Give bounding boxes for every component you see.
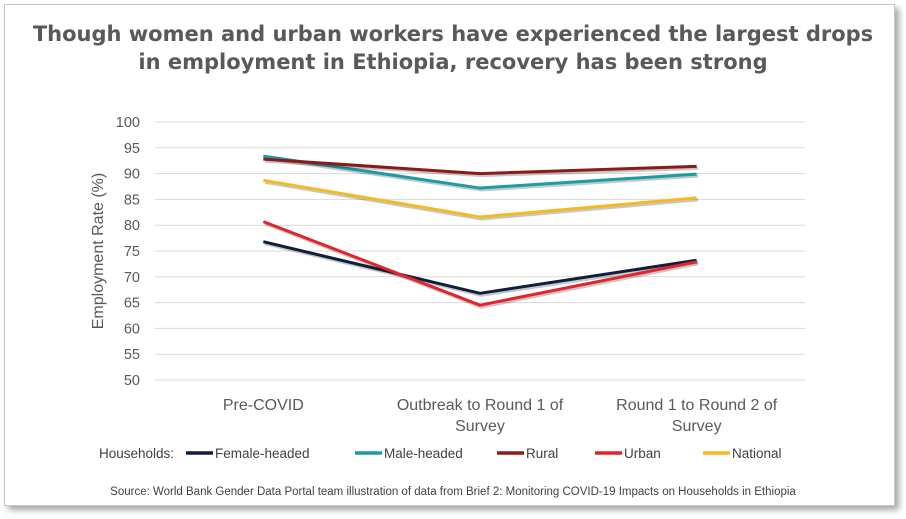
x-tick-labels: Pre-COVID Outbreak to Round 1 of Survey Rou… [223, 397, 778, 435]
x-tick-label: Pre-COVID [223, 397, 304, 414]
y-tick-label: 75 [124, 244, 140, 260]
y-tick-label: 100 [116, 115, 140, 131]
series-line-shadow [264, 242, 699, 297]
y-tick-label: 60 [124, 321, 140, 337]
x-tick-label: Round 1 to Round 2 of Survey [616, 397, 778, 435]
series-line-national [263, 178, 697, 219]
legend-label: Rural [526, 446, 558, 461]
y-tick-label: 80 [124, 218, 140, 234]
series-line-rural [263, 157, 697, 176]
chart-frame [4, 4, 895, 506]
gridlines [155, 121, 805, 381]
y-tick-labels: 50 55 60 65 70 75 80 85 90 95 100 [116, 115, 140, 389]
series-line-male-headed [263, 154, 697, 190]
legend-label: Female-headed [215, 446, 310, 461]
y-tick-label: 85 [124, 192, 140, 208]
y-tick-label: 95 [124, 141, 140, 157]
y-tick-label: 65 [124, 296, 140, 312]
legend: Households: Female-headed Male-headed Rural… [99, 446, 782, 461]
legend-label: National [732, 446, 782, 461]
series-line-shadow [264, 159, 699, 178]
x-tick-label: Outbreak to Round 1 of Survey [397, 397, 564, 435]
series-line-shadow [264, 156, 699, 192]
legend-prefix: Households: [99, 446, 174, 461]
legend-label: Male-headed [384, 446, 463, 461]
y-axis-label: Employment Rate (%) [90, 173, 107, 330]
source-note: Source: World Bank Gender Data Portal te… [110, 486, 796, 498]
y-tick-label: 70 [124, 270, 140, 286]
legend-label: Urban [624, 446, 661, 461]
chart-title: Though women and urban workers have expe… [32, 22, 874, 74]
series-lines [262, 154, 699, 309]
series-line-female-headed [262, 240, 697, 295]
series-line-shadow [264, 180, 699, 221]
y-tick-label: 90 [124, 167, 140, 183]
series-line-urban [262, 220, 697, 307]
y-tick-label: 50 [124, 373, 140, 389]
y-tick-label: 55 [124, 347, 140, 363]
